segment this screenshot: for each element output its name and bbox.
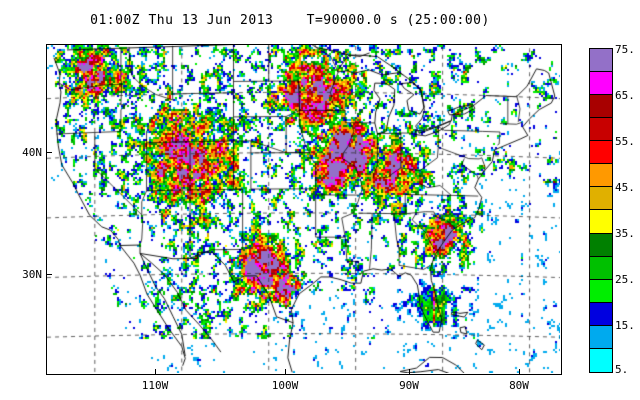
colorbar-label-3: 45.	[615, 181, 635, 194]
x-axis-label-1: 100W	[271, 379, 299, 392]
colorbar-block-9	[590, 256, 612, 280]
colorbar-block-5	[590, 164, 612, 188]
colorbar-label-6: 15.	[615, 319, 635, 332]
colorbar-block-8	[590, 233, 612, 257]
x-tick-3	[519, 369, 520, 375]
colorbar-block-3	[590, 118, 612, 142]
page-title: 01:00Z Thu 13 Jun 2013 T=90000.0 s (25:0…	[90, 13, 490, 28]
colorbar-block-13	[590, 348, 612, 372]
colorbar-label-0: 75.	[615, 43, 635, 56]
colorbar-block-0	[590, 49, 612, 73]
colorbar-label-2: 55.	[615, 135, 635, 148]
x-tick-2	[409, 369, 410, 375]
colorbar-label-7: 5.	[615, 363, 629, 376]
colorbar-block-7	[590, 210, 612, 234]
colorbar-label-1: 65.	[615, 89, 635, 102]
y-tick-0	[46, 152, 52, 153]
colorbar	[589, 48, 613, 373]
map-geography-overlay	[47, 45, 560, 373]
colorbar-block-12	[590, 325, 612, 349]
colorbar-block-2	[590, 95, 612, 119]
colorbar-block-10	[590, 279, 612, 303]
colorbar-block-11	[590, 302, 612, 326]
y-axis-label-0: 40N	[22, 146, 42, 159]
colorbar-block-6	[590, 187, 612, 211]
colorbar-block-4	[590, 141, 612, 165]
colorbar-label-5: 25.	[615, 273, 635, 286]
x-axis-label-0: 110W	[141, 379, 169, 392]
x-axis-label-2: 90W	[399, 379, 419, 392]
x-axis-label-3: 80W	[509, 379, 529, 392]
x-tick-1	[285, 369, 286, 375]
colorbar-label-4: 35.	[615, 227, 635, 240]
colorbar-block-1	[590, 72, 612, 96]
y-axis-label-1: 30N	[22, 268, 42, 281]
map-plot-area	[46, 44, 562, 375]
y-tick-1	[46, 274, 52, 275]
x-tick-0	[155, 369, 156, 375]
